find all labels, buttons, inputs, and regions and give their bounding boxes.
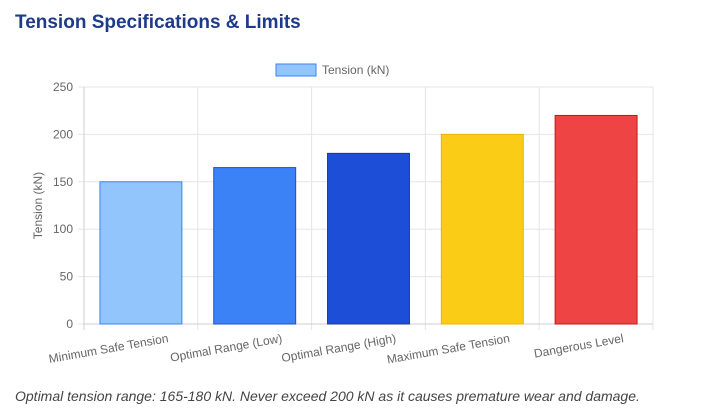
y-tick-label: 200 (53, 127, 73, 141)
y-axis-label: Tension (kN) (31, 172, 45, 239)
x-tick-label: Minimum Safe Tension (48, 331, 170, 366)
bar[interactable] (554, 114, 638, 325)
x-tick-label: Optimal Range (Low) (169, 331, 283, 364)
y-tick-label: 50 (60, 270, 74, 284)
y-tick-label: 250 (53, 80, 73, 94)
page-title: Tension Specifications & Limits (15, 12, 301, 33)
y-tick-label: 150 (53, 175, 73, 189)
x-tick-label: Maximum Safe Tension (386, 331, 511, 366)
y-tick-label: 0 (66, 317, 73, 331)
legend-label: Tension (kN) (322, 63, 389, 77)
legend[interactable]: Tension (kN) (275, 63, 389, 77)
legend-swatch (275, 63, 317, 77)
bar[interactable] (99, 181, 183, 325)
y-axis-ticks: 0 50 100 150 200 250 (53, 80, 73, 331)
x-axis-ticks: Minimum Safe Tension Optimal Range (Low)O… (48, 331, 625, 366)
bar[interactable] (440, 133, 524, 325)
footnote: Optimal tension range: 165-180 kN. Never… (15, 388, 640, 404)
y-tick-label: 100 (53, 222, 73, 236)
bar[interactable] (327, 152, 410, 325)
bar[interactable] (213, 167, 297, 325)
x-tick-label: Optimal Range (High) (280, 331, 397, 365)
bars (99, 114, 638, 325)
x-tick-label: Dangerous Level (533, 331, 625, 361)
